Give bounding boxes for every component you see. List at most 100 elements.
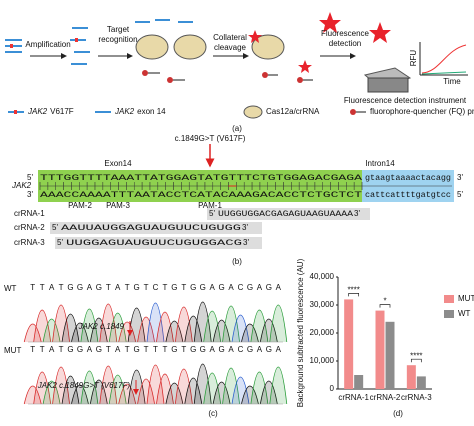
trace-annotation: JAK2 c.1849G>T (V617F) bbox=[37, 381, 131, 390]
bar bbox=[354, 375, 364, 389]
trace-peak bbox=[80, 308, 99, 343]
trace-peak bbox=[118, 383, 137, 405]
trace-peak bbox=[165, 320, 184, 343]
legend-label: MUT bbox=[458, 294, 474, 303]
base-call: G bbox=[218, 345, 224, 354]
base-call: T bbox=[162, 283, 167, 292]
base-call: G bbox=[200, 283, 206, 292]
base-call: G bbox=[247, 345, 253, 354]
crrna-seq: AAUUAUGGAGUAUG bbox=[61, 224, 176, 233]
trace-peak bbox=[174, 368, 193, 405]
x-tick-label: crRNA-1 bbox=[338, 393, 369, 402]
y-axis-title: Background subtracted fluorescence (AU) bbox=[296, 258, 305, 407]
instrument-label: Fluorescence detection instrument bbox=[344, 96, 467, 105]
crrna-box bbox=[50, 222, 262, 234]
crrna-seq: UUGGAGUAUG bbox=[66, 239, 150, 248]
legend-text: fluorophore-quencher (FQ) probe bbox=[370, 107, 474, 116]
sig-label: * bbox=[383, 297, 386, 306]
trace-peak bbox=[89, 379, 108, 405]
legend-swatch bbox=[444, 310, 454, 318]
trace-peak bbox=[52, 304, 70, 343]
sig-bracket bbox=[348, 293, 360, 297]
trace-peak bbox=[42, 318, 61, 343]
trace-peak bbox=[99, 303, 118, 343]
strand-end: 3' bbox=[242, 223, 248, 232]
crrna-box bbox=[207, 208, 370, 220]
pam-label: PAM-3 bbox=[106, 201, 130, 210]
trace-peak bbox=[61, 375, 80, 405]
base-call: G bbox=[171, 345, 177, 354]
trace-peak bbox=[193, 301, 212, 343]
base-call: G bbox=[171, 283, 177, 292]
gene-label: JAK2 bbox=[11, 181, 32, 190]
base-call: C bbox=[238, 283, 244, 292]
base-call: A bbox=[87, 345, 93, 354]
base-call: T bbox=[153, 345, 158, 354]
trace-name: WT bbox=[4, 284, 17, 293]
strand-end: 3' bbox=[354, 209, 360, 218]
base-call: T bbox=[40, 283, 45, 292]
base-call: T bbox=[30, 283, 35, 292]
base-call: C bbox=[238, 345, 244, 354]
base-call: G bbox=[77, 283, 83, 292]
base-call: G bbox=[190, 345, 196, 354]
legend-gene: JAK2 bbox=[27, 107, 48, 116]
crrna-box bbox=[55, 237, 262, 249]
legend-label: WT bbox=[458, 309, 471, 318]
base-call: G bbox=[266, 345, 272, 354]
base-call: T bbox=[59, 345, 64, 354]
trace-peak bbox=[71, 322, 89, 343]
mutation-label: c.1849G>T (V617F) bbox=[175, 134, 246, 143]
time-label: Time bbox=[443, 77, 461, 86]
intron-label: Intron14 bbox=[365, 159, 395, 168]
trace-peak bbox=[269, 366, 288, 405]
trace-peak bbox=[52, 366, 70, 405]
crrna-seq: UUGGUGGACGAGAGUAAGUAAAA bbox=[218, 210, 353, 219]
mutation-base: T bbox=[228, 174, 236, 183]
base-call: A bbox=[115, 345, 121, 354]
bar bbox=[375, 310, 385, 389]
y-tick-label: 20,000 bbox=[310, 328, 335, 337]
sequence: cattcattttgatgtcc bbox=[365, 191, 451, 200]
panel-label: (d) bbox=[393, 409, 403, 418]
legend-text: V617F bbox=[50, 107, 74, 116]
trace-peak bbox=[259, 380, 278, 405]
base-call: G bbox=[96, 345, 102, 354]
base-call: T bbox=[125, 283, 130, 292]
legend-text: Cas12a/crRNA bbox=[266, 107, 320, 116]
base-call: A bbox=[49, 283, 55, 292]
strand-end: 3' bbox=[27, 190, 33, 199]
trace-peak bbox=[193, 363, 212, 405]
strand-end: 3' bbox=[243, 238, 249, 247]
mutation-base: U bbox=[176, 224, 185, 233]
base-call: T bbox=[125, 345, 130, 354]
trace-peak bbox=[212, 319, 231, 343]
sig-label: **** bbox=[410, 351, 422, 360]
base-call: A bbox=[87, 283, 93, 292]
trace-peak bbox=[231, 376, 250, 405]
base-call: A bbox=[228, 283, 234, 292]
trace-peak bbox=[259, 318, 278, 343]
trace-peak bbox=[231, 314, 250, 343]
strand-end: 5' bbox=[457, 190, 463, 199]
trace-peak bbox=[108, 312, 127, 343]
base-call: T bbox=[181, 345, 186, 354]
rfu-label: RFU bbox=[409, 50, 418, 67]
y-tick-label: 40,000 bbox=[310, 272, 335, 281]
trace-peak bbox=[241, 385, 259, 405]
strand-end: 5' bbox=[27, 173, 33, 182]
base-call: A bbox=[276, 345, 282, 354]
pam-label: PAM-1 bbox=[198, 201, 222, 210]
sequence: AAGACACCTCTGCTCT bbox=[236, 191, 362, 200]
sequence: TTCTGTGGAGACGAGA bbox=[236, 174, 362, 183]
bar bbox=[344, 299, 354, 389]
panel-label: (b) bbox=[232, 257, 242, 266]
base-call: G bbox=[200, 345, 206, 354]
strand-end: 5' bbox=[52, 223, 58, 232]
crrna-seq: UCUGUGG bbox=[184, 224, 242, 233]
base-call: G bbox=[133, 283, 139, 292]
trace-peak bbox=[250, 371, 269, 405]
trace-peak bbox=[184, 377, 203, 405]
trace-peak bbox=[241, 323, 259, 343]
mutation-base: U bbox=[150, 239, 159, 248]
